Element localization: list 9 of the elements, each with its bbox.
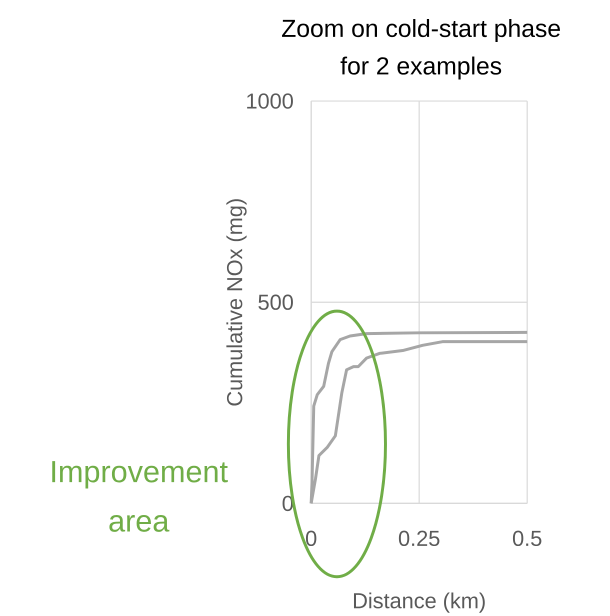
x-tick-label: 0.25 <box>398 530 440 546</box>
y-axis-title: Cumulative NOx (mg) <box>226 199 246 406</box>
text: Improvement area <box>52 461 228 532</box>
chart-title: Zoom on cold-start phase for 2 examples <box>282 19 560 80</box>
y-tick-label: 1000 <box>246 93 293 109</box>
x-tick-label: 0.5 <box>512 530 542 546</box>
y-tick-label: 500 <box>258 294 293 310</box>
x-tick-label: 0 <box>306 530 316 546</box>
x-axis-title: Distance (km) <box>354 592 485 613</box>
